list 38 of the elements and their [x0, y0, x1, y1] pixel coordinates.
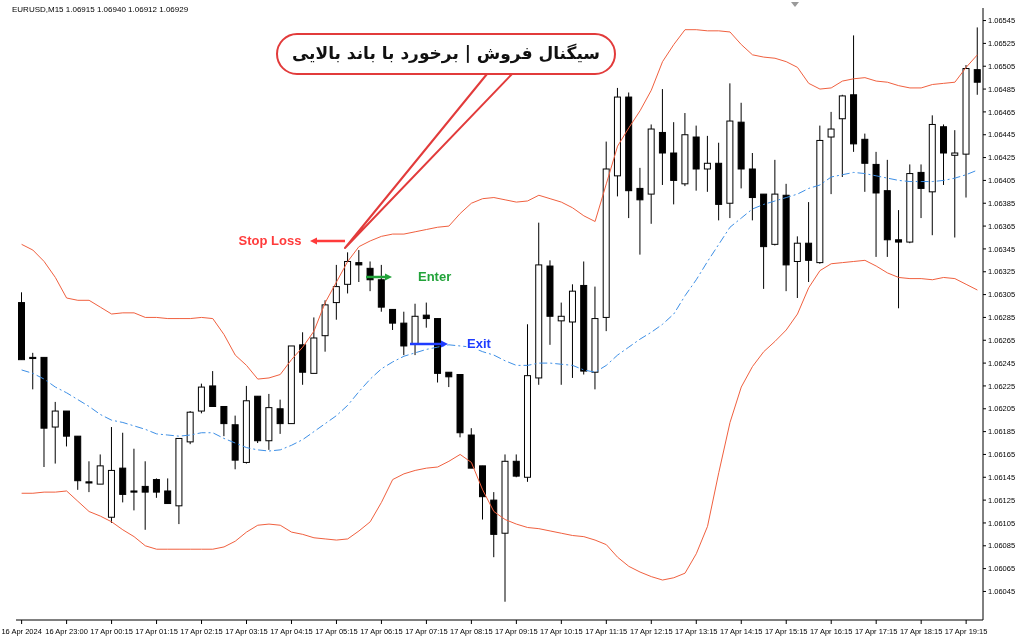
candlestick: [85, 460, 93, 493]
candlestick: [51, 401, 59, 465]
candlestick: [827, 111, 835, 195]
candlestick: [276, 399, 284, 435]
annotation: سیگنال فروش | برخورد با باند بالایی: [291, 43, 601, 64]
candlestick: [29, 352, 37, 390]
candlestick: [332, 264, 340, 321]
candlestick: [793, 235, 801, 299]
candlestick: [658, 88, 666, 186]
chart-title: EURUSD,M15 1.06915 1.06940 1.06912 1.06929: [12, 5, 189, 14]
candlestick: [838, 94, 846, 178]
line-series: [21, 29, 978, 380]
line-series: [21, 169, 978, 452]
candlestick: [164, 477, 172, 505]
candlestick: [209, 370, 217, 407]
candlestick: [220, 405, 228, 437]
candlestick: [805, 201, 813, 283]
annotation: Stop Loss: [238, 233, 302, 248]
candlestick: [389, 308, 397, 331]
annotation: Enter: [418, 269, 452, 284]
line-series: [21, 259, 978, 581]
candlestick: [951, 129, 959, 238]
candlestick: [152, 477, 160, 499]
candlestick: [703, 135, 711, 193]
candlestick: [355, 249, 363, 283]
candlestick: [895, 209, 903, 309]
candlestick: [636, 167, 644, 256]
candlestick: [344, 251, 352, 294]
candlestick: [197, 383, 205, 414]
candlestick: [400, 311, 408, 356]
candlestick: [96, 453, 104, 485]
candlestick: [422, 302, 430, 329]
candlestick: [130, 448, 138, 511]
candlestick: [917, 163, 925, 219]
candlestick: [861, 133, 869, 193]
candlestick: [557, 302, 565, 386]
candlestick: [141, 460, 149, 531]
annotation: Exit: [467, 336, 492, 351]
